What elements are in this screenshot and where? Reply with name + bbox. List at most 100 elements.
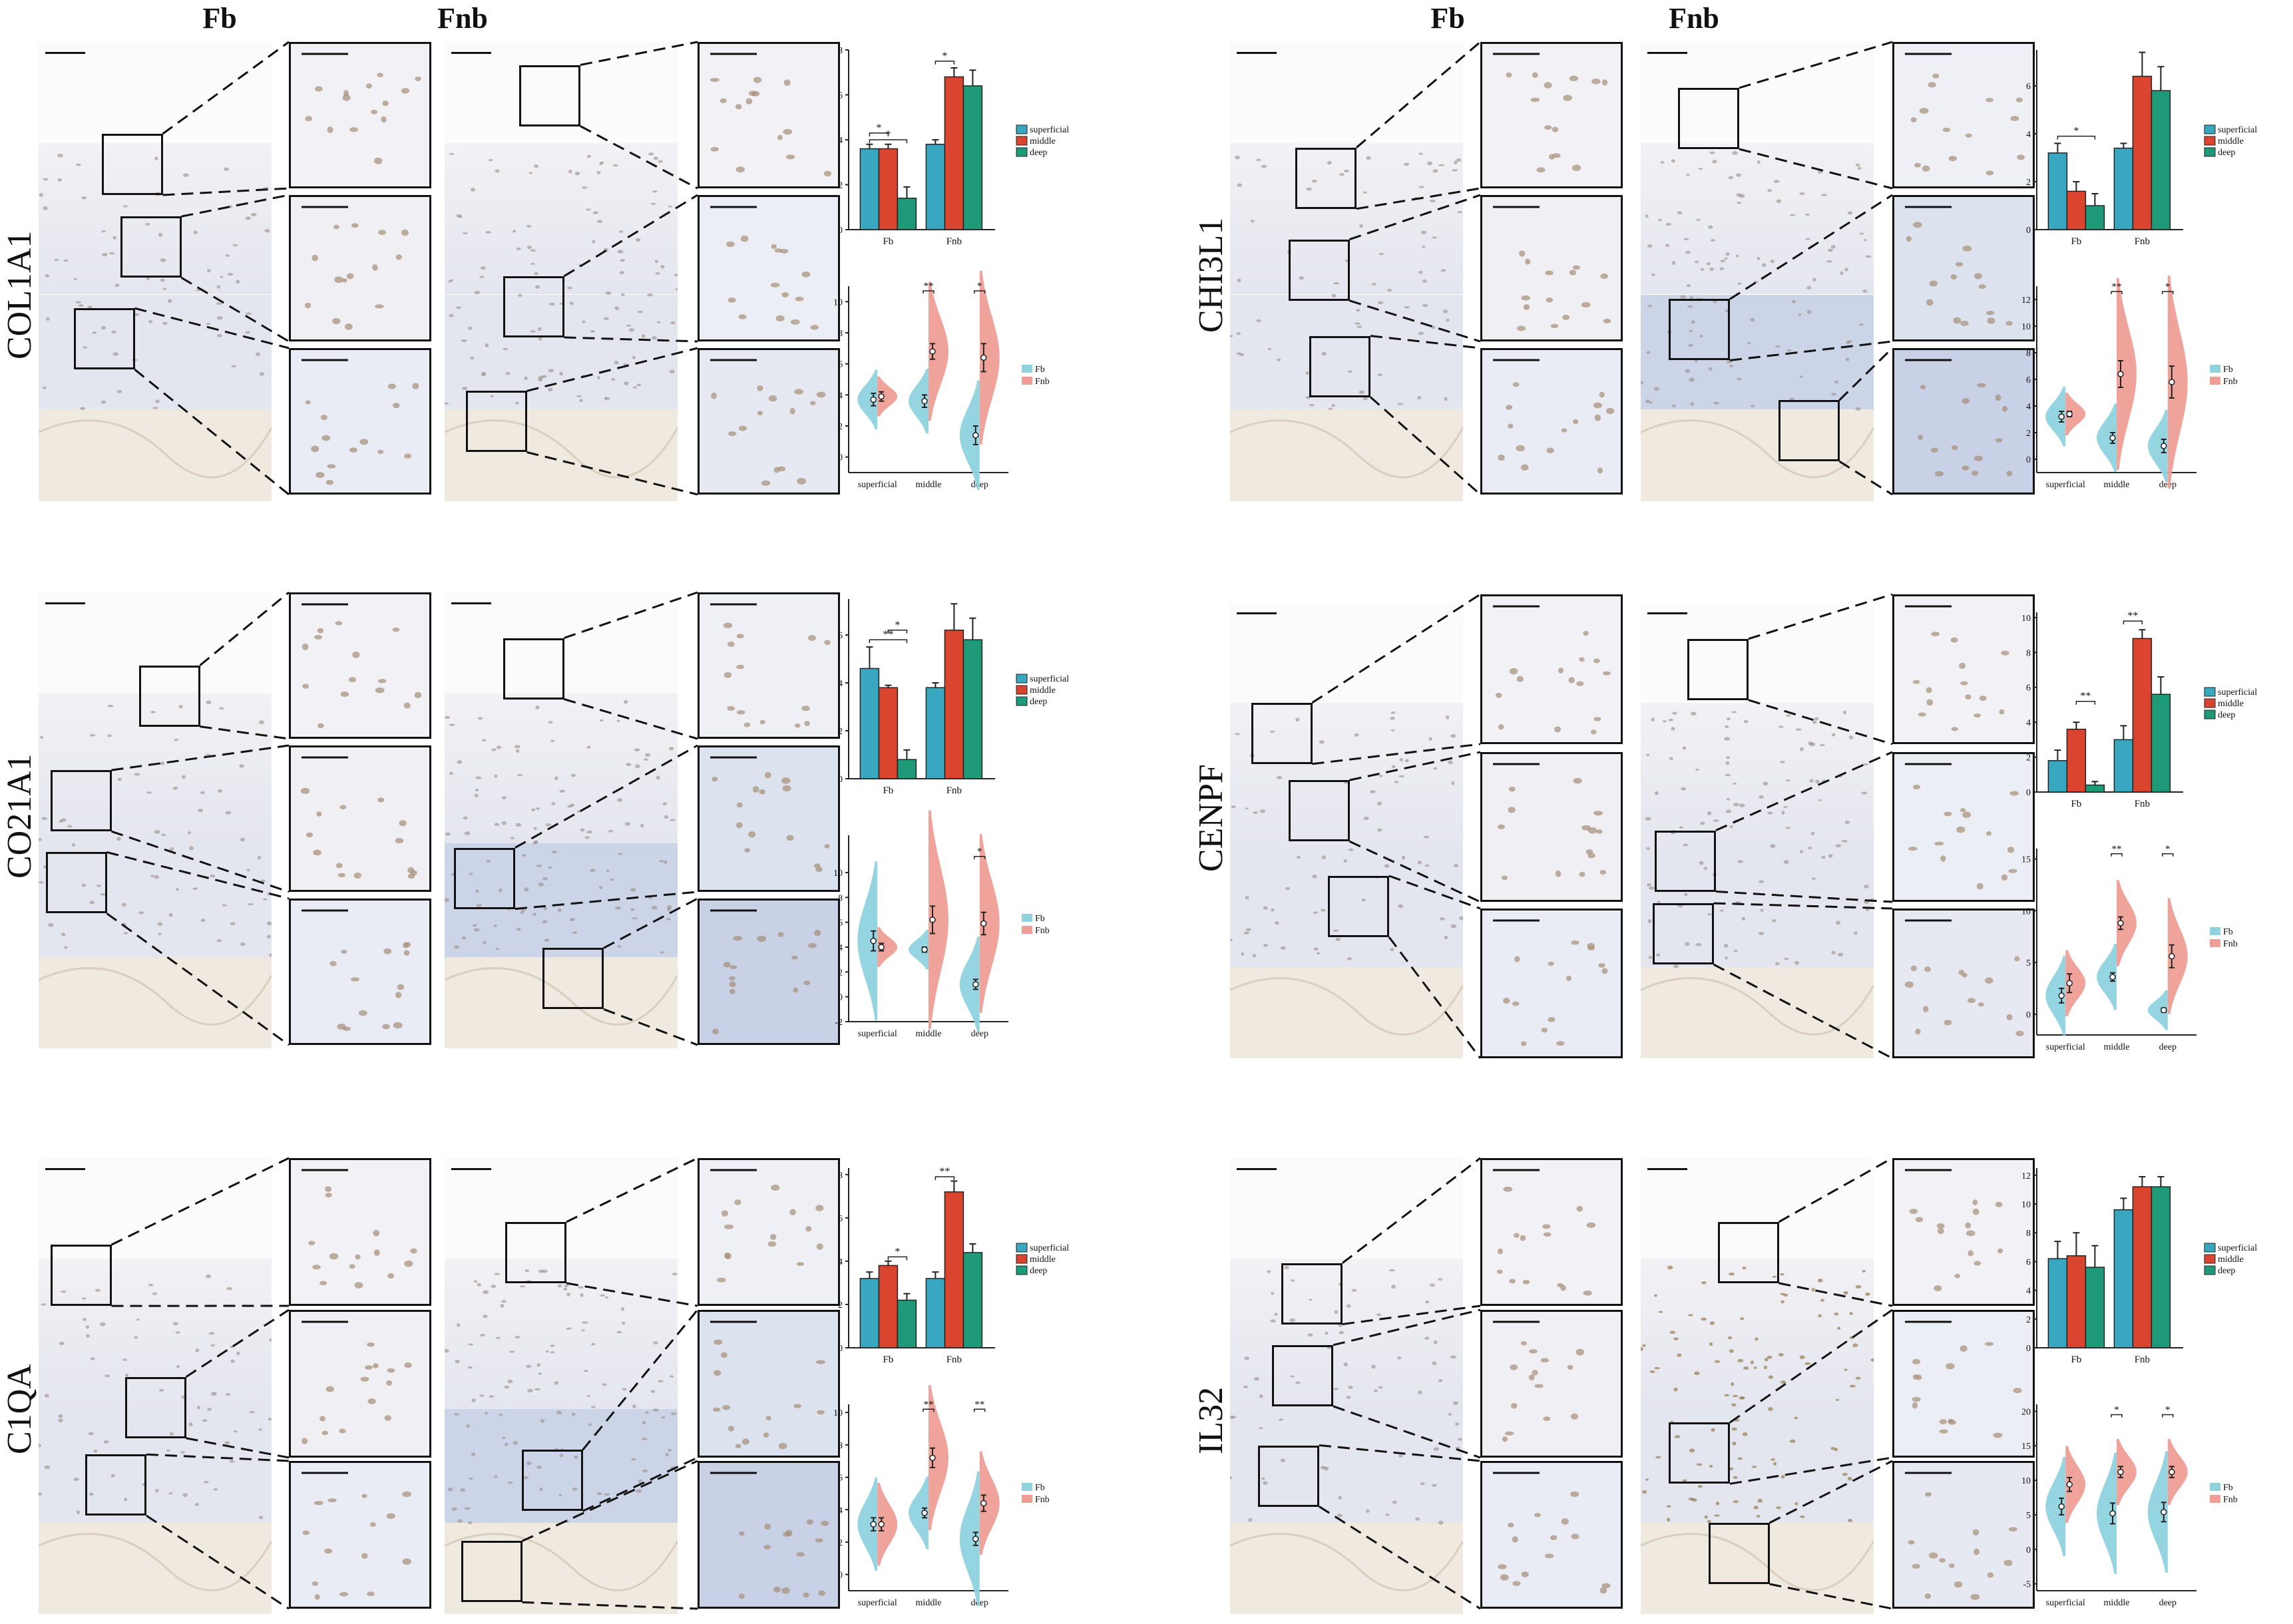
scale-bar [1237, 612, 1277, 614]
scale-bar [1647, 1168, 1687, 1170]
fb-zoom-inset [289, 592, 431, 739]
legend-label: Fnb [1035, 377, 1050, 387]
bar [926, 144, 944, 230]
legend-swatch [2204, 1255, 2215, 1263]
legend-swatch [2210, 1483, 2220, 1491]
x-tick-label: Fb [883, 236, 893, 247]
bar [2085, 206, 2104, 230]
fb-selection-box [1289, 240, 1350, 301]
legend-swatch [2210, 1495, 2220, 1503]
y-tick-label: 6 [838, 1214, 843, 1224]
fnb-selection-box [519, 65, 580, 126]
legend-label: Fnb [1035, 1495, 1050, 1505]
header-fnb-right: Fnb [1627, 1, 1761, 35]
y-tick-label: 0 [2026, 455, 2031, 465]
legend-label: Fb [2223, 365, 2233, 375]
legend-label: Fb [1035, 1483, 1045, 1493]
fb-zoom-inset [1480, 1461, 1623, 1609]
bar [944, 1192, 963, 1348]
fb-zoom-inset [1480, 752, 1623, 902]
legend-swatch [2204, 1243, 2215, 1252]
legend-swatch [1022, 1495, 1032, 1503]
legend-swatch [2210, 365, 2220, 373]
y-tick-label: 4 [838, 1257, 843, 1267]
legend-swatch [1016, 125, 1027, 134]
bar [2085, 785, 2104, 792]
scale-bar [1237, 52, 1277, 54]
mean-point [871, 938, 876, 944]
legend-label: superficial [2218, 1243, 2257, 1253]
mean-point [879, 394, 884, 399]
y-tick-label: 6 [838, 360, 843, 370]
legend-label: middle [1030, 1255, 1056, 1265]
y-tick-label: 10 [2021, 614, 2031, 624]
mean-point [973, 1536, 978, 1541]
y-tick-label: 10 [2021, 322, 2031, 332]
fnb-selection-box [1653, 903, 1714, 964]
y-tick-label: 0 [2026, 1010, 2031, 1020]
y-tick-label: 8 [2026, 648, 2031, 658]
gene-label: C1QA [0, 1364, 39, 1454]
legend-swatch [1016, 1243, 1027, 1252]
significance-label: * [2073, 126, 2079, 137]
bar [2133, 1187, 2151, 1348]
gene-label: IL32 [1191, 1387, 1231, 1454]
mean-point [2169, 379, 2175, 385]
legend-swatch [1022, 914, 1032, 922]
x-tick-label: superficial [2046, 1042, 2085, 1052]
legend-label: deep [2218, 1266, 2235, 1276]
legend-label: deep [1030, 1266, 1047, 1276]
y-tick-label: 4 [2026, 718, 2031, 728]
fb-zoom-inset [1480, 42, 1623, 188]
bar [963, 640, 982, 779]
bar [944, 77, 963, 230]
bar [879, 688, 897, 779]
legend-label: middle [1030, 686, 1056, 696]
mean-point [2161, 1510, 2167, 1515]
y-tick-label: 4 [2026, 130, 2031, 140]
significance-label: * [977, 847, 982, 857]
y-tick-label: 6 [838, 918, 843, 928]
mean-point [930, 1455, 935, 1460]
fnb-selection-box [1655, 831, 1716, 892]
y-tick-label: 6 [838, 1474, 843, 1484]
mean-point [981, 921, 986, 926]
x-tick-label: Fb [883, 785, 893, 796]
significance-label: * [977, 281, 982, 292]
legend-label: superficial [1030, 1243, 1069, 1253]
mean-point [973, 982, 978, 987]
y-tick-label: 2 [838, 181, 843, 191]
fnb-zoom-inset [698, 348, 840, 495]
y-tick-label: 2 [838, 1301, 843, 1311]
mean-point [2110, 435, 2115, 441]
scale-bar [451, 1168, 491, 1170]
significance-label: * [895, 1246, 900, 1257]
y-tick-label: 0 [838, 1571, 843, 1581]
bar [860, 149, 879, 230]
y-tick-label: 10 [833, 869, 843, 879]
y-tick-label: -5 [2023, 1580, 2031, 1590]
y-tick-label: 8 [2026, 349, 2031, 359]
legend-label: Fnb [2223, 377, 2238, 387]
y-tick-label: 4 [2026, 402, 2031, 412]
x-tick-label: Fnb [946, 1354, 962, 1365]
legend-swatch [2204, 136, 2215, 145]
bar [897, 198, 916, 230]
fnb-zoom-inset [698, 42, 840, 188]
bar [897, 1300, 916, 1348]
y-tick-label: 5 [2026, 1511, 2031, 1521]
fnb-zoom-inset [698, 1310, 840, 1458]
legend-swatch [2204, 699, 2215, 708]
y-tick-label: 10 [2021, 1476, 2031, 1486]
legend-label: deep [2218, 148, 2235, 158]
x-tick-label: middle [916, 480, 942, 490]
y-tick-label: 4 [838, 943, 843, 953]
x-tick-label: Fnb [2135, 799, 2150, 809]
legend-label: superficial [1030, 125, 1069, 135]
fnb-zoom-inset [698, 899, 840, 1045]
